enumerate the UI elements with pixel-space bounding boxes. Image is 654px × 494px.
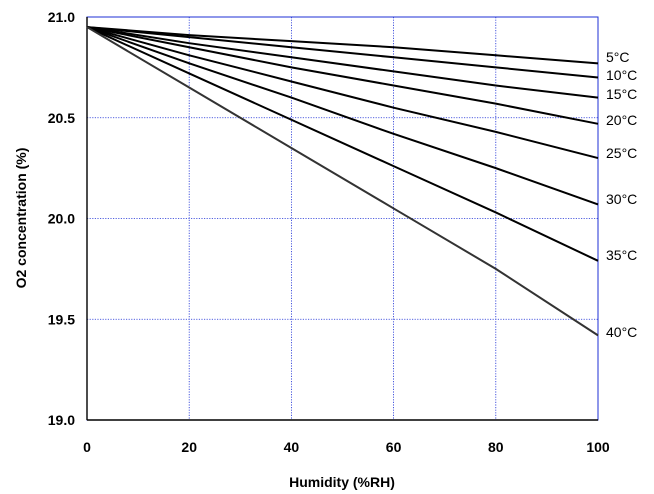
x-tick-label: 40 bbox=[284, 439, 300, 455]
series-line bbox=[86, 26, 599, 125]
series-label: 10°C bbox=[606, 67, 637, 83]
y-tick-label: 19.0 bbox=[48, 412, 75, 428]
series-label: 20°C bbox=[606, 112, 637, 128]
x-axis-label: Humidity (%RH) bbox=[289, 474, 395, 490]
series-label: 5°C bbox=[606, 49, 630, 65]
series-line bbox=[86, 26, 599, 262]
y-tick-labels: 19.0 19.5 20.0 20.5 21.0 bbox=[48, 9, 75, 428]
series-line bbox=[86, 26, 599, 99]
series-label: 30°C bbox=[606, 191, 637, 207]
series-label: 35°C bbox=[606, 247, 637, 263]
x-tick-label: 80 bbox=[488, 439, 504, 455]
x-tick-label: 60 bbox=[386, 439, 402, 455]
series-line bbox=[86, 26, 599, 65]
series-lines bbox=[86, 26, 599, 337]
series-label: 25°C bbox=[606, 145, 637, 161]
x-tick-label: 100 bbox=[586, 439, 610, 455]
series-labels: 5°C 10°C 15°C 20°C 25°C 30°C 35°C 40°C bbox=[606, 49, 637, 340]
y-axis-label: O2 concentration (%) bbox=[13, 148, 29, 289]
series-line bbox=[86, 26, 599, 79]
x-tick-label: 0 bbox=[83, 439, 91, 455]
x-tick-label: 20 bbox=[181, 439, 197, 455]
y-tick-label: 19.5 bbox=[48, 311, 75, 327]
series-line bbox=[86, 26, 599, 160]
series-label: 15°C bbox=[606, 86, 637, 102]
series-label: 40°C bbox=[606, 324, 637, 340]
grid bbox=[87, 17, 598, 420]
series-line bbox=[86, 26, 599, 337]
y-tick-label: 21.0 bbox=[48, 9, 75, 25]
x-tick-labels: 0 20 40 60 80 100 bbox=[83, 439, 610, 455]
y-tick-label: 20.5 bbox=[48, 110, 75, 126]
y-tick-label: 20.0 bbox=[48, 211, 75, 227]
series-line bbox=[86, 26, 599, 206]
